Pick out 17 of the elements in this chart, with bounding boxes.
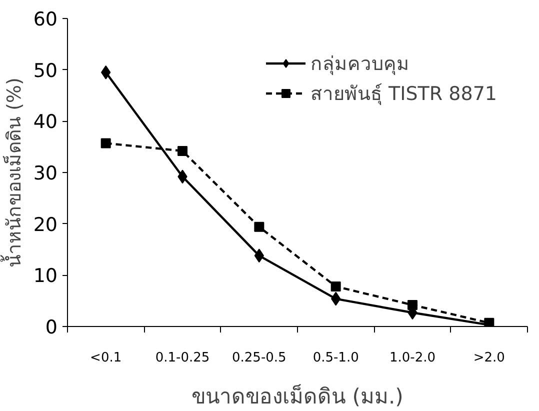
y-tick-label: 60 — [33, 8, 58, 30]
x-tick-label: >2.0 — [473, 350, 505, 366]
x-tick-label: 0.1-0.25 — [155, 350, 210, 366]
y-axis-title: น้ำหนักของเม็ดดิน (%) — [0, 78, 26, 268]
x-tick-label: <0.1 — [90, 350, 122, 366]
legend-label: กลุ่มควบคุม — [310, 52, 410, 77]
y-tick-label: 40 — [33, 111, 58, 134]
y-tick-label: 10 — [33, 265, 58, 288]
y-tick-label: 30 — [33, 162, 58, 184]
x-tick-label: 1.0-2.0 — [389, 350, 436, 366]
x-tick-label: 0.25-0.5 — [232, 350, 286, 366]
x-axis-title: ขนาดของเม็ดดิน (มม.) — [192, 382, 404, 408]
y-tick-label: 50 — [33, 60, 58, 82]
legend-label: สายพันธุ์ TISTR 8871 — [310, 82, 497, 107]
y-tick-label: 0 — [45, 316, 58, 338]
x-tick-label: 0.5-1.0 — [312, 350, 359, 366]
y-tick-label: 20 — [33, 214, 58, 236]
